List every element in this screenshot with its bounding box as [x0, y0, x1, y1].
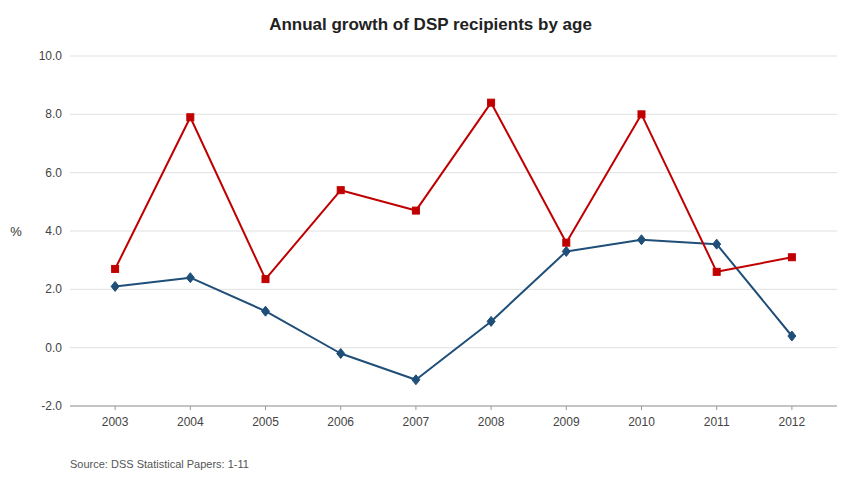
x-tick [115, 406, 116, 410]
point [412, 375, 420, 385]
point [638, 111, 645, 118]
x-tick-label: 2005 [252, 415, 279, 429]
point [186, 273, 194, 283]
point [562, 246, 570, 256]
series-line [115, 103, 792, 279]
y-tick-label: 6.0 [45, 166, 62, 180]
point [713, 268, 720, 275]
y-axis-label: % [10, 224, 22, 239]
x-tick-label: 2004 [177, 415, 204, 429]
x-tick-label: 2011 [704, 415, 730, 429]
x-tick [641, 406, 642, 410]
point [337, 349, 345, 359]
point [337, 187, 344, 194]
axes: -2.0 0.0 2.0 4.0 6.0 8.0 10.0 2003 2004 2005 2006 2… [39, 49, 837, 429]
y-grid-line [70, 56, 837, 57]
y-grid-line [70, 347, 837, 348]
background [0, 0, 861, 484]
y-tick-label: 10.0 [39, 49, 63, 63]
y-grid-line [70, 114, 837, 115]
x-tick-label: 2006 [327, 415, 354, 429]
y-tick-label: 8.0 [45, 107, 62, 121]
point [788, 254, 795, 261]
x-tick [340, 406, 341, 410]
x-tick [791, 406, 792, 410]
x-tick [566, 406, 567, 410]
x-tick [415, 406, 416, 410]
point [112, 265, 119, 272]
point [262, 306, 270, 316]
x-tick-label: 2012 [779, 415, 806, 429]
point [488, 99, 495, 106]
y-grid-line [70, 289, 837, 290]
y-tick-label: 0.0 [45, 341, 62, 355]
point [187, 114, 194, 121]
point [111, 281, 119, 291]
x-tick-label: 2010 [628, 415, 655, 429]
x-tick [716, 406, 717, 410]
point [487, 316, 495, 326]
x-tick [190, 406, 191, 410]
grid [70, 56, 837, 406]
x-tick [265, 406, 266, 410]
x-tick [491, 406, 492, 410]
point [262, 276, 269, 283]
point [713, 239, 721, 249]
x-tick-label: 2007 [403, 415, 430, 429]
x-tick-label: 2003 [102, 415, 129, 429]
point [563, 239, 570, 246]
series-line [115, 240, 792, 380]
chart-container: Annual growth of DSP recipients by age -2… [0, 0, 861, 484]
y-grid-line [70, 172, 837, 173]
y-grid-line [70, 231, 837, 232]
y-tick-label: 4.0 [45, 224, 62, 238]
point [412, 207, 419, 214]
plot-area [111, 99, 796, 385]
y-grid-line [70, 406, 837, 407]
y-tick-label: -2.0 [41, 399, 62, 413]
point [788, 331, 796, 341]
title: Annual growth of DSP recipients by age [269, 15, 592, 34]
y-tick-label: 2.0 [45, 282, 62, 296]
x-tick-label: 2009 [553, 415, 580, 429]
chart-svg: Annual growth of DSP recipients by age -2… [0, 0, 861, 484]
point [637, 235, 645, 245]
x-axis-line [70, 406, 837, 407]
source-note: Source: DSS Statistical Papers: 1-11 [70, 458, 249, 470]
x-tick-label: 2008 [478, 415, 505, 429]
